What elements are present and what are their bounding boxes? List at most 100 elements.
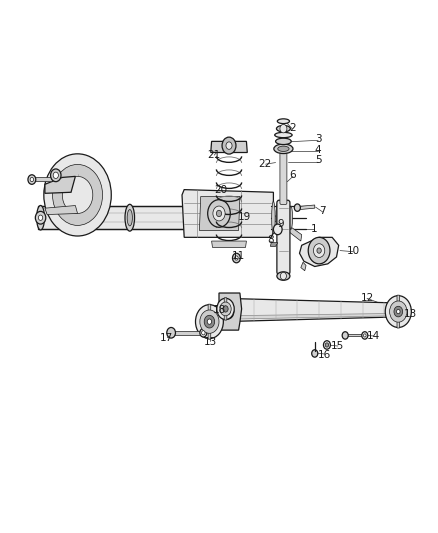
Text: 21: 21 <box>207 150 220 160</box>
Circle shape <box>53 172 58 179</box>
Ellipse shape <box>277 119 290 124</box>
Text: 14: 14 <box>367 332 380 342</box>
Polygon shape <box>171 330 204 335</box>
Polygon shape <box>30 177 53 182</box>
Text: 7: 7 <box>319 206 326 216</box>
Text: 16: 16 <box>318 350 331 360</box>
Circle shape <box>273 224 282 235</box>
Text: 4: 4 <box>315 145 321 155</box>
Polygon shape <box>182 190 273 237</box>
Text: 20: 20 <box>215 184 228 195</box>
Circle shape <box>314 244 325 257</box>
Text: 13: 13 <box>404 309 417 319</box>
Ellipse shape <box>274 144 293 154</box>
Polygon shape <box>212 241 247 247</box>
Polygon shape <box>272 215 302 241</box>
Ellipse shape <box>276 203 279 233</box>
Text: 18: 18 <box>213 305 226 315</box>
Circle shape <box>195 305 223 338</box>
Circle shape <box>50 169 61 182</box>
Ellipse shape <box>280 204 284 232</box>
Circle shape <box>362 332 368 339</box>
Circle shape <box>294 204 300 212</box>
Circle shape <box>308 237 330 264</box>
FancyBboxPatch shape <box>280 143 287 205</box>
Circle shape <box>390 301 407 322</box>
Circle shape <box>235 256 238 260</box>
Text: 9: 9 <box>278 219 284 229</box>
Circle shape <box>30 177 34 182</box>
Ellipse shape <box>127 209 132 226</box>
Circle shape <box>394 306 403 317</box>
Polygon shape <box>221 298 399 321</box>
Text: 13: 13 <box>204 337 217 347</box>
Ellipse shape <box>276 138 291 144</box>
Text: 6: 6 <box>290 171 296 180</box>
Ellipse shape <box>285 205 288 231</box>
Text: 10: 10 <box>346 246 360 256</box>
Polygon shape <box>345 334 365 336</box>
Polygon shape <box>300 237 339 266</box>
Ellipse shape <box>289 206 293 229</box>
Ellipse shape <box>125 204 134 231</box>
Circle shape <box>225 309 230 315</box>
Text: 19: 19 <box>238 212 251 222</box>
Polygon shape <box>45 206 78 215</box>
Polygon shape <box>211 141 247 152</box>
Ellipse shape <box>277 272 290 280</box>
Circle shape <box>213 206 225 221</box>
Circle shape <box>233 253 240 263</box>
FancyBboxPatch shape <box>277 200 290 274</box>
Text: 8: 8 <box>267 235 274 245</box>
Ellipse shape <box>276 125 290 132</box>
Circle shape <box>217 298 234 319</box>
Circle shape <box>200 310 219 333</box>
Polygon shape <box>297 205 315 210</box>
Circle shape <box>200 328 207 337</box>
Circle shape <box>342 332 348 339</box>
Ellipse shape <box>53 165 102 225</box>
Circle shape <box>396 310 400 314</box>
Circle shape <box>39 215 43 220</box>
Circle shape <box>28 175 36 184</box>
Text: 11: 11 <box>232 251 245 261</box>
Circle shape <box>323 341 330 349</box>
Circle shape <box>280 272 286 280</box>
Text: 15: 15 <box>331 341 344 351</box>
Polygon shape <box>45 176 75 193</box>
FancyBboxPatch shape <box>208 304 211 339</box>
Polygon shape <box>199 197 240 230</box>
Ellipse shape <box>62 176 93 214</box>
Circle shape <box>216 211 222 216</box>
Circle shape <box>208 200 230 227</box>
Circle shape <box>204 316 215 328</box>
Text: 12: 12 <box>360 293 374 303</box>
Ellipse shape <box>278 146 289 151</box>
Ellipse shape <box>275 132 292 138</box>
Ellipse shape <box>272 201 275 234</box>
Circle shape <box>201 330 205 335</box>
Text: 5: 5 <box>315 156 321 165</box>
Circle shape <box>226 142 232 149</box>
Circle shape <box>385 296 411 327</box>
Circle shape <box>220 302 231 316</box>
Text: 3: 3 <box>315 134 321 144</box>
Circle shape <box>364 334 366 337</box>
Polygon shape <box>223 313 391 319</box>
Polygon shape <box>219 293 242 330</box>
Circle shape <box>325 343 328 347</box>
Ellipse shape <box>37 205 45 230</box>
Circle shape <box>223 306 228 312</box>
Circle shape <box>167 327 176 338</box>
Circle shape <box>207 319 212 324</box>
Polygon shape <box>301 262 306 271</box>
Polygon shape <box>270 243 278 246</box>
Text: 2: 2 <box>289 123 295 133</box>
Text: 1: 1 <box>311 224 317 235</box>
Circle shape <box>222 304 234 319</box>
Text: 17: 17 <box>160 333 173 343</box>
Circle shape <box>35 212 46 224</box>
Text: 22: 22 <box>258 159 271 169</box>
Ellipse shape <box>44 154 111 236</box>
Circle shape <box>317 248 321 253</box>
